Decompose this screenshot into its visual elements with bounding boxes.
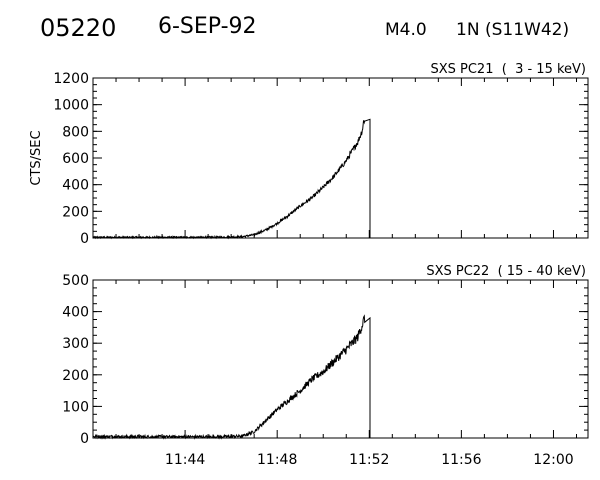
chart-panel-2: 0 100 200 300 400 500 11:44 11:48 11:52 11:56 12:0… (62, 264, 589, 468)
y-tick-label: 500 (62, 273, 89, 289)
flare-importance-location: 1N (S11W42) (456, 20, 569, 40)
x-tick-label: 11:44 (165, 452, 205, 468)
x-tick-label: 11:56 (441, 452, 481, 468)
y-tick-label: 600 (62, 151, 89, 167)
y-tick-label: 1000 (53, 98, 89, 114)
event-id: 05220 (40, 14, 117, 42)
y-tick-label: 400 (62, 305, 89, 321)
x-tick-label: 12:00 (533, 452, 573, 468)
y-tick-label: 0 (80, 231, 89, 247)
y-tick-label: 0 (80, 431, 89, 447)
series-line-sxs-pc21 (92, 118, 371, 240)
flare-importance: 1N (456, 20, 480, 40)
y-tick-label: 100 (62, 399, 89, 415)
y-tick-label: 400 (62, 178, 89, 194)
x-tick-label: 11:52 (349, 452, 389, 468)
y-tick-label: 200 (62, 204, 89, 220)
plot-frame (92, 77, 589, 239)
y-axis-label: CTS/SEC (29, 130, 44, 185)
panel-title: SXS PC21 ( 3 - 15 keV) (430, 62, 586, 77)
y-tick-label: 800 (62, 124, 89, 140)
y-tick-label: 300 (62, 336, 89, 352)
y-tick-label: 1200 (53, 71, 89, 87)
chart-panel-1: 0 200 400 600 800 1000 1200 SXS PC21 ( 3 - 15 k… (29, 62, 589, 247)
y-tick-label: 200 (62, 368, 89, 384)
panel-title: SXS PC22 ( 15 - 40 keV) (426, 264, 586, 279)
flare-class: M4.0 (385, 20, 427, 40)
x-tick-label: 11:48 (257, 452, 297, 468)
event-date: 6-SEP-92 (158, 14, 257, 39)
flare-location: (S11W42) (484, 20, 570, 40)
series-line-sxs-pc22 (93, 314, 371, 440)
